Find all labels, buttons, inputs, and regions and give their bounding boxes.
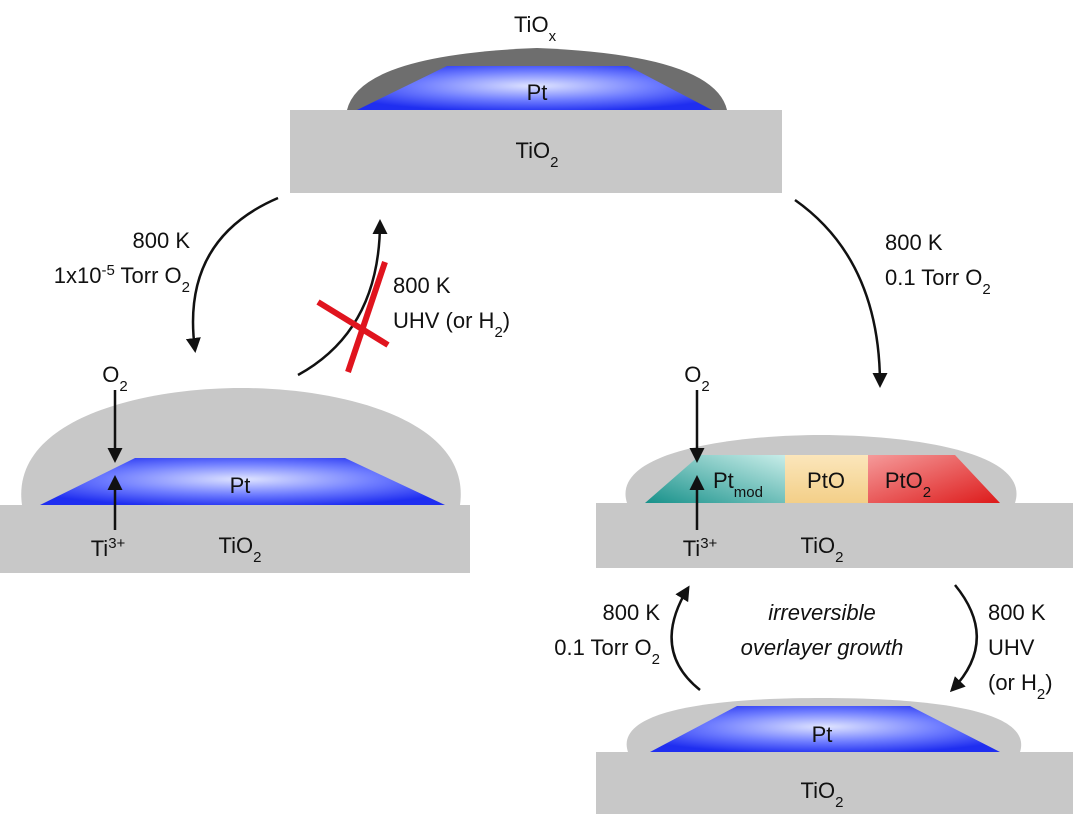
- label: (or H2): [988, 670, 1053, 703]
- label-part: Torr O: [115, 263, 182, 288]
- label-part: UHV (or H: [393, 308, 494, 333]
- label-part: 800 K: [885, 230, 943, 255]
- pto-region: [785, 455, 868, 503]
- arrow: [185, 196, 279, 353]
- label-part: x: [549, 28, 557, 45]
- pto2-region: [868, 455, 1000, 503]
- label-part: ): [503, 308, 510, 333]
- blocked-mark: [316, 299, 390, 348]
- label-part: 2: [835, 549, 843, 566]
- label-part: Pt: [230, 473, 251, 498]
- right-panel: [596, 390, 1073, 568]
- label-part: 2: [182, 279, 190, 296]
- label-part: Pt: [713, 468, 734, 493]
- label: TiO2: [801, 778, 844, 811]
- support: [0, 505, 470, 573]
- arrow: [297, 219, 388, 377]
- label: 1x10-5 Torr O2: [54, 262, 190, 296]
- label: UHV (or H2): [393, 308, 510, 341]
- label-part: 2: [652, 651, 660, 668]
- label-part: 1x10: [54, 263, 102, 288]
- arrow: [794, 198, 888, 388]
- label-part: overlayer growth: [741, 635, 904, 660]
- label: Ti3+: [683, 535, 718, 562]
- label: 800 K: [988, 600, 1046, 625]
- label-part: 2: [982, 281, 990, 298]
- label: TiO2: [801, 533, 844, 566]
- label: Pt: [812, 722, 833, 747]
- label-part: O: [102, 362, 119, 387]
- label-part: UHV: [988, 635, 1035, 660]
- label-part: TiO: [801, 778, 836, 803]
- label: 800 K: [133, 228, 191, 253]
- label-part: irreversible: [768, 600, 876, 625]
- label: UHV: [988, 635, 1035, 660]
- label: PtO2: [885, 468, 931, 501]
- label-part: TiO: [801, 533, 836, 558]
- label: O2: [684, 362, 709, 395]
- ptmod-region: [645, 455, 785, 503]
- label-part: 0.1 Torr O: [885, 265, 982, 290]
- label-part: TiO: [219, 533, 254, 558]
- particle: [40, 458, 445, 505]
- label: Pt: [230, 473, 251, 498]
- label-part: 2: [494, 324, 502, 341]
- label-part: O: [684, 362, 701, 387]
- particle: [357, 66, 712, 110]
- support: [290, 110, 782, 193]
- top-panel: [290, 48, 782, 193]
- label-part: 2: [253, 549, 261, 566]
- label: TiO2: [219, 533, 262, 566]
- label: TiOx: [514, 12, 557, 45]
- label: 800 K: [885, 230, 943, 255]
- label: 800 K: [393, 273, 451, 298]
- label-part: Pt: [812, 722, 833, 747]
- label-part: TiO: [516, 138, 551, 163]
- label-part: 800 K: [603, 600, 661, 625]
- label: 0.1 Torr O2: [554, 635, 660, 668]
- label: PtO: [807, 468, 845, 493]
- label-part: 800 K: [393, 273, 451, 298]
- label-part: PtO: [885, 468, 923, 493]
- label-part: Ti: [91, 536, 109, 561]
- label-part: 2: [835, 794, 843, 811]
- label: Ti3+: [91, 535, 126, 562]
- label: Pt: [527, 80, 548, 105]
- label-part: 3+: [108, 535, 125, 552]
- label: TiO2: [516, 138, 559, 171]
- label-part: -5: [101, 262, 114, 279]
- label-part: Pt: [527, 80, 548, 105]
- label: 800 K: [603, 600, 661, 625]
- left-panel: [0, 388, 470, 573]
- label-part: Ti: [683, 536, 701, 561]
- label-part: (or H: [988, 670, 1037, 695]
- label: overlayer growth: [741, 635, 904, 660]
- label-part: TiO: [514, 12, 549, 37]
- label-part: ): [1045, 670, 1052, 695]
- label-part: 0.1 Torr O: [554, 635, 651, 660]
- arrow: [670, 585, 701, 691]
- blocked-mark: [345, 261, 388, 373]
- particle: [650, 706, 1000, 752]
- label-part: 2: [119, 378, 127, 395]
- label-part: 2: [550, 154, 558, 171]
- label-part: mod: [734, 484, 763, 501]
- support: [596, 503, 1073, 568]
- label: Ptmod: [713, 468, 763, 501]
- label-part: 2: [701, 378, 709, 395]
- label-part: 800 K: [133, 228, 191, 253]
- label-part: PtO: [807, 468, 845, 493]
- label-part: 2: [923, 484, 931, 501]
- label: O2: [102, 362, 127, 395]
- label: 0.1 Torr O2: [885, 265, 991, 298]
- arrow: [949, 584, 978, 693]
- label-part: 2: [1037, 686, 1045, 703]
- label-part: 800 K: [988, 600, 1046, 625]
- label-part: 3+: [700, 535, 717, 552]
- support: [596, 752, 1073, 814]
- label: irreversible: [768, 600, 876, 625]
- bottom-panel: [596, 698, 1073, 814]
